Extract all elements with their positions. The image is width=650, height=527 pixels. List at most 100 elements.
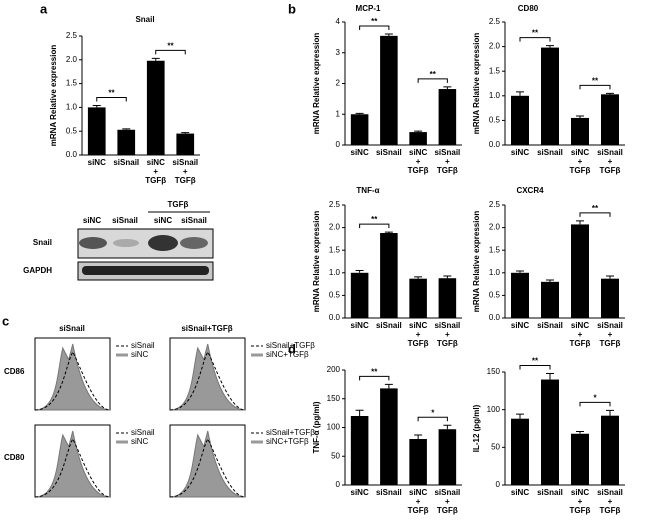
error-bar <box>384 383 393 389</box>
y-tick-label: 0.5 <box>66 126 78 135</box>
y-tick-label: 50 <box>331 451 340 460</box>
histogram-filled <box>169 343 246 411</box>
histogram-filled <box>34 343 111 411</box>
bar <box>350 114 369 145</box>
error-bar <box>414 130 423 133</box>
y-tick-label: 2.5 <box>329 200 341 209</box>
treatment-label: TGFβ <box>168 200 189 209</box>
significance-label: ** <box>371 17 378 26</box>
error-bar <box>576 220 584 225</box>
significance-label: * <box>593 394 597 403</box>
bar <box>571 224 589 318</box>
error-bar <box>181 132 190 134</box>
bar <box>350 272 369 318</box>
y-axis-label: TNF-α (pg/ml) <box>312 401 321 453</box>
bar <box>350 416 369 485</box>
error-bar <box>576 431 584 434</box>
error-bar <box>92 104 101 108</box>
error-bar <box>606 275 614 279</box>
bar <box>438 429 457 485</box>
x-tick-label: siSnail <box>537 321 563 330</box>
significance-bracket <box>359 25 390 30</box>
y-tick-label: 1.5 <box>329 245 341 254</box>
x-tick-label: siSnail + TGFβ <box>434 488 460 515</box>
y-tick-label: 1.0 <box>329 268 341 277</box>
bar <box>541 47 559 145</box>
bar <box>409 278 427 318</box>
bar <box>409 439 427 485</box>
x-tick-label: siNC + TGFβ <box>145 158 166 185</box>
x-tick-label: siNC <box>88 158 106 167</box>
y-tick-label: 0.5 <box>489 116 501 125</box>
bar <box>146 60 165 155</box>
bar <box>176 133 195 155</box>
histogram-filled <box>169 430 246 498</box>
y-tick-label: 2.0 <box>66 55 78 64</box>
error-bar <box>384 33 393 36</box>
error-bar <box>546 279 554 282</box>
x-tick-label: siNC <box>511 488 529 497</box>
x-tick-label: siNC + TGFβ <box>408 148 429 175</box>
significance-bracket <box>579 212 611 217</box>
error-bar <box>384 231 393 234</box>
band <box>82 266 209 275</box>
lane-label: siNC <box>154 216 172 225</box>
error-bar <box>443 86 452 90</box>
significance-bracket <box>519 37 551 42</box>
chart-title: CD80 <box>518 4 539 13</box>
y-tick-label: 2.5 <box>66 31 78 40</box>
chart-title: CXCR4 <box>516 186 544 195</box>
y-tick-label: 3 <box>336 48 341 57</box>
y-tick-label: 1.5 <box>489 66 501 75</box>
y-tick-label: 0.0 <box>489 313 501 322</box>
flow-column: siSnail+TGFβ <box>181 324 232 333</box>
y-tick-label: 1.5 <box>489 245 501 254</box>
error-bar <box>122 128 131 130</box>
significance-label: * <box>431 408 435 417</box>
y-tick-label: 100 <box>327 423 341 432</box>
x-tick-label: siSnail + TGFβ <box>597 488 623 515</box>
bar <box>87 107 106 155</box>
x-tick-label: siSnail <box>537 148 563 157</box>
bar <box>601 415 619 485</box>
panel-label: b <box>288 1 296 16</box>
y-axis-label: mRNA Relative expression <box>312 33 321 135</box>
y-tick-label: 0.5 <box>489 291 501 300</box>
bar <box>438 278 457 318</box>
flow-row: CD86 <box>4 367 25 376</box>
chart-title: MCP-1 <box>356 4 381 13</box>
y-tick-label: 0.0 <box>66 150 78 159</box>
lane-label: siSnail <box>181 216 207 225</box>
histogram-dashed <box>169 350 246 411</box>
error-bar <box>151 57 160 61</box>
bar <box>380 233 398 318</box>
histogram-dashed <box>34 437 111 498</box>
legend-label: siSnail+TGFβ <box>266 428 315 437</box>
x-tick-label: siNC <box>511 321 529 330</box>
y-tick-label: 1.5 <box>66 79 78 88</box>
y-tick-label: 0 <box>496 480 501 489</box>
significance-bracket <box>519 365 551 370</box>
panel-label: a <box>40 1 48 16</box>
error-bar <box>606 409 614 416</box>
flow-row: CD80 <box>4 453 25 462</box>
significance-bracket <box>417 416 448 422</box>
x-tick-label: siNC + TGFβ <box>570 488 591 515</box>
x-tick-label: siSnail <box>113 158 139 167</box>
significance-label: ** <box>371 367 378 376</box>
band <box>180 237 208 249</box>
y-tick-label: 150 <box>487 367 501 376</box>
y-tick-label: 0.0 <box>329 313 341 322</box>
significance-bracket <box>579 401 611 407</box>
band <box>113 239 139 247</box>
legend-label: siSnail <box>131 428 155 437</box>
chart-title: Snail <box>135 15 154 24</box>
bar <box>511 418 529 485</box>
bar <box>571 433 589 485</box>
significance-bracket <box>96 96 127 102</box>
error-bar <box>443 424 452 430</box>
error-bar <box>546 373 554 380</box>
legend-label: siNC+TGFβ <box>266 350 309 359</box>
significance-label: ** <box>371 215 378 224</box>
